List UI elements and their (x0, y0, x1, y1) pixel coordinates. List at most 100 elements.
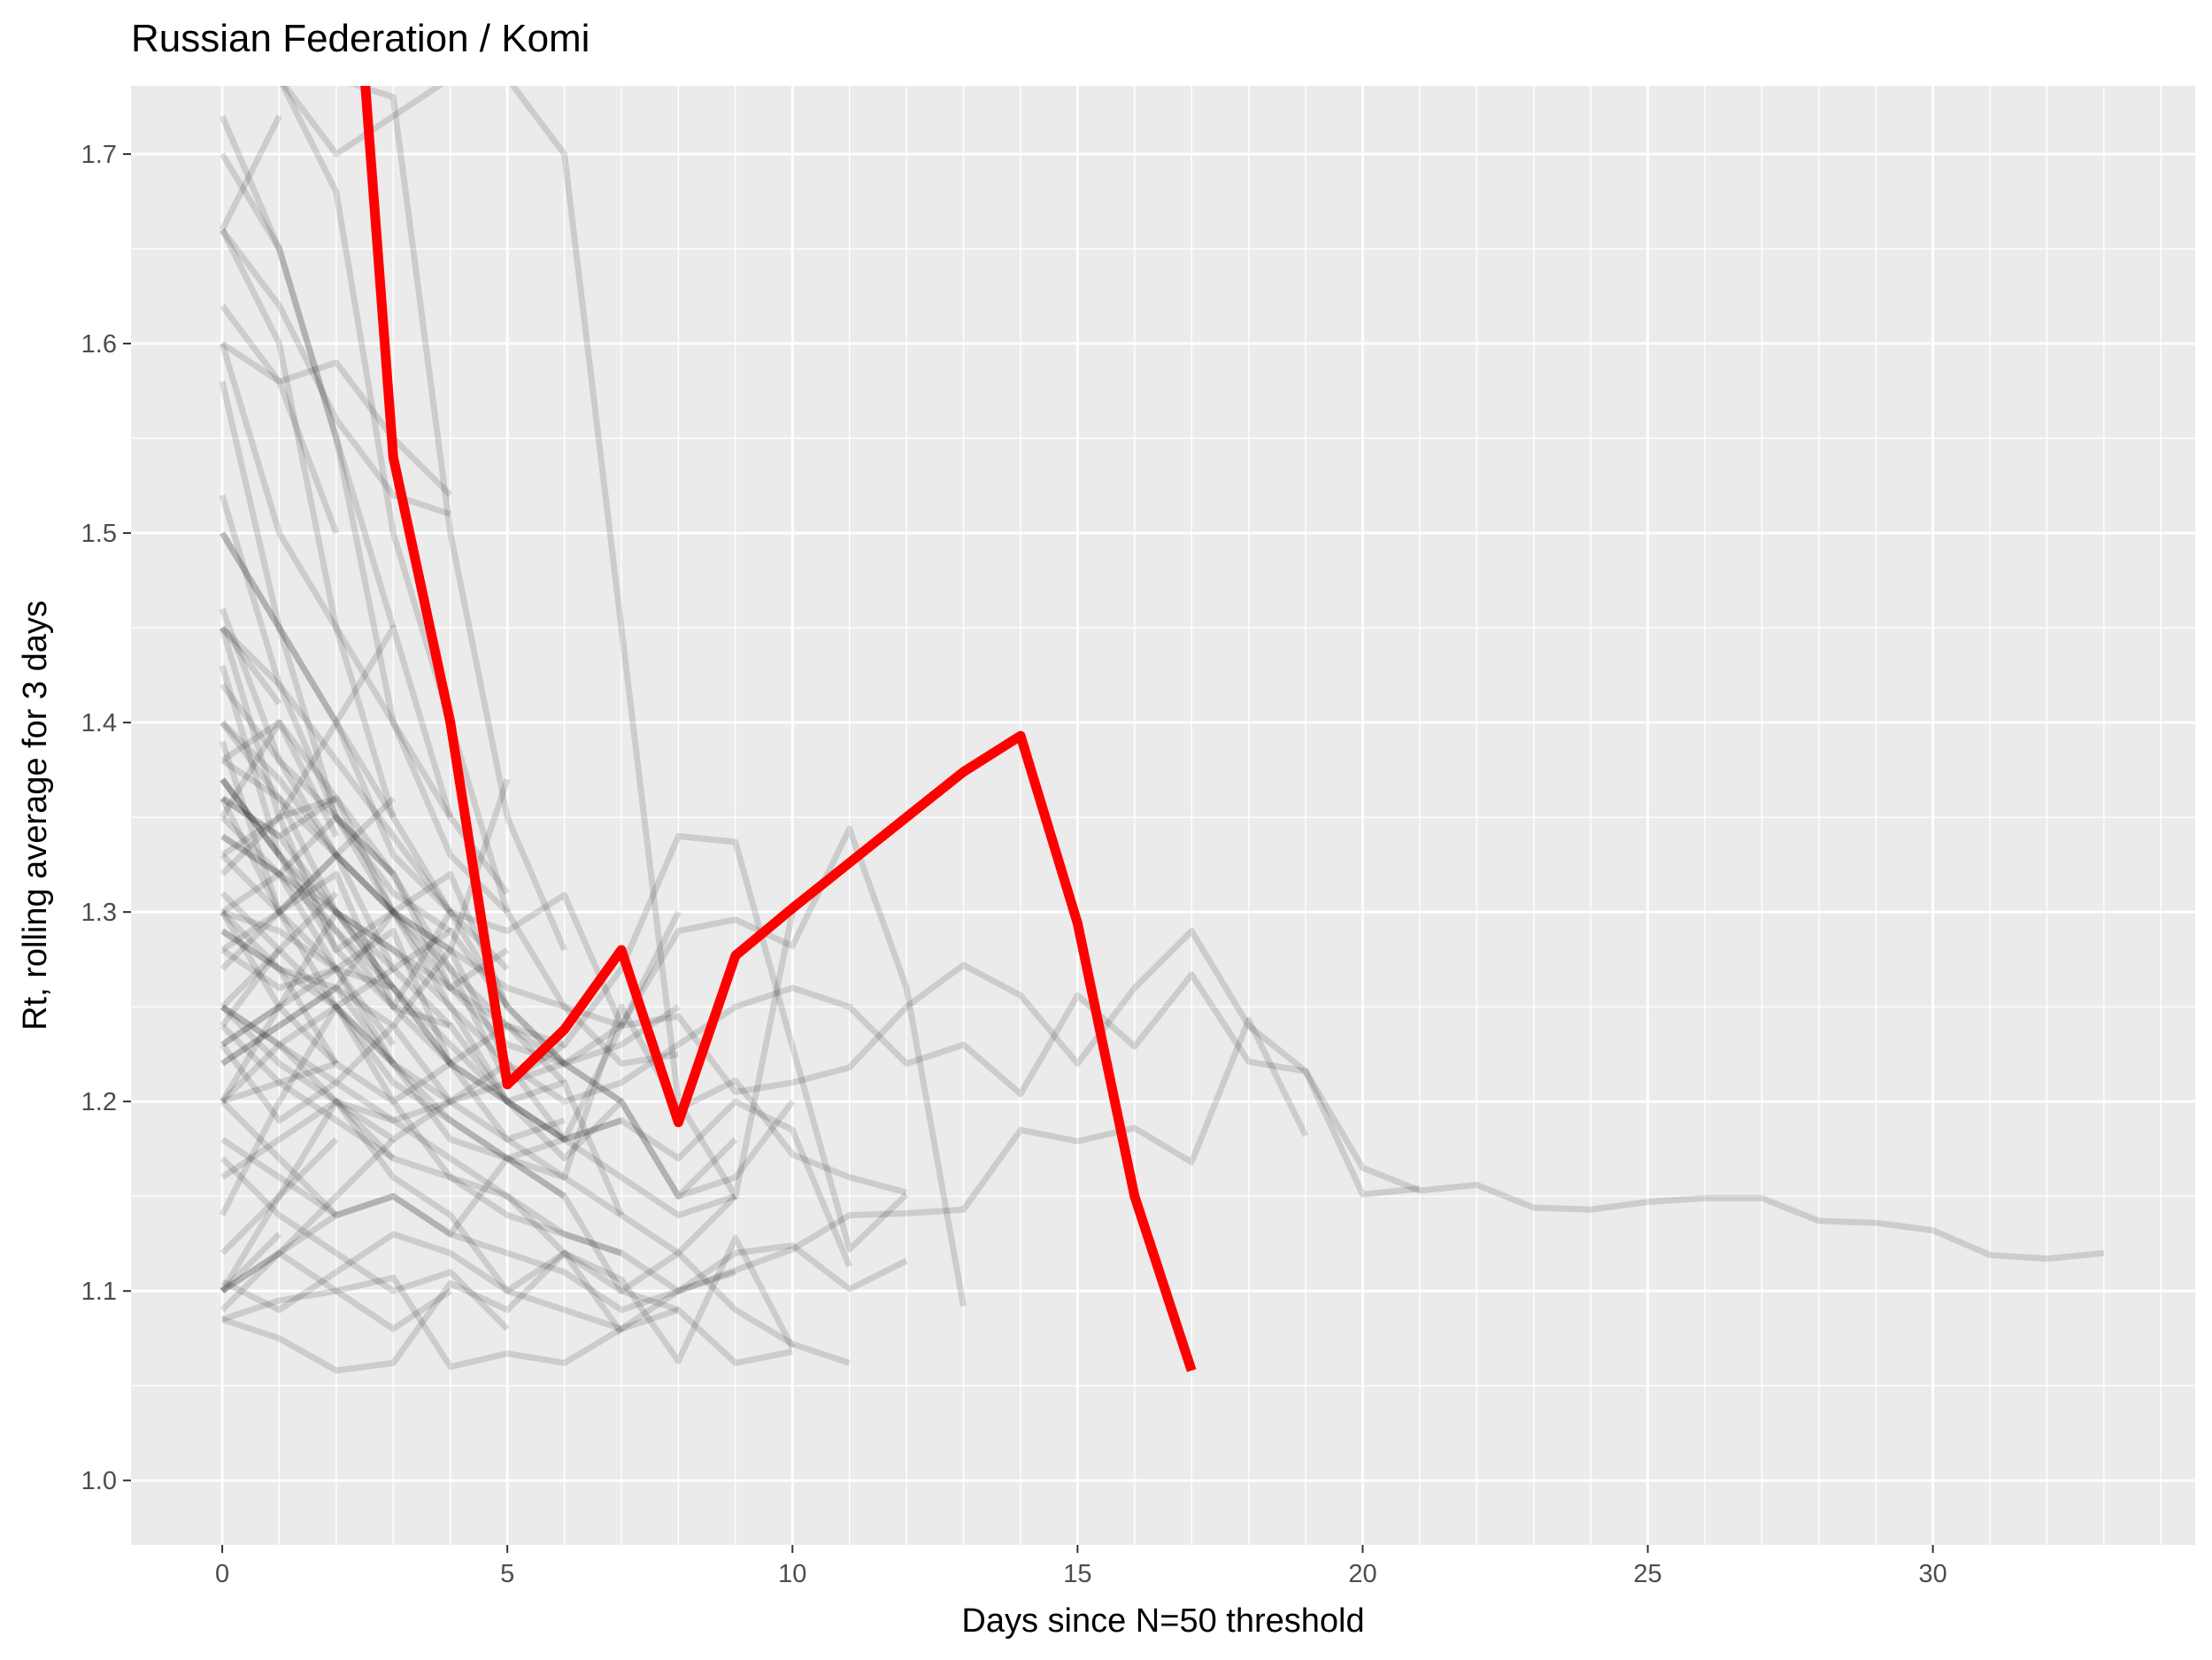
background-series-line (220, 1137, 566, 1238)
background-series-line (219, 114, 282, 232)
background-series-line (220, 720, 397, 990)
background-series-line (219, 1003, 623, 1217)
background-series-line (220, 624, 454, 858)
x-tick-label: 10 (778, 1560, 806, 1588)
background-series-line (219, 664, 623, 1105)
background-series-line (220, 1098, 737, 1332)
background-series-line (220, 908, 625, 1216)
background-series-line (220, 908, 453, 1104)
background-series-line (220, 778, 511, 1030)
background-series-line (220, 795, 453, 1066)
background-series-line (220, 625, 282, 706)
y-tick-label: 1.7 (81, 141, 117, 169)
x-tick-label: 30 (1919, 1560, 1947, 1588)
background-series-line (219, 740, 796, 1200)
background-series-line (220, 304, 453, 498)
background-series-line (220, 1231, 281, 1293)
background-series-line (220, 719, 510, 992)
x-tick-label: 0 (215, 1560, 229, 1588)
background-series-line (220, 796, 396, 971)
y-tick-label: 1.3 (81, 899, 117, 927)
background-series-line (220, 928, 566, 1143)
background-series-line (220, 1004, 681, 1143)
background-series-line (220, 683, 396, 876)
background-series-line (220, 814, 452, 934)
y-tick-label: 1.5 (81, 520, 117, 548)
background-series-line (219, 114, 679, 1067)
background-series-line (220, 795, 338, 839)
background-series-line (219, 494, 567, 1085)
background-series-line (220, 1234, 796, 1374)
y-tick-label: 1.6 (81, 330, 117, 359)
background-series-line (219, 627, 852, 1268)
background-series-line (220, 928, 851, 1366)
background-series-line (220, 777, 1421, 1198)
background-series-line (220, 1003, 907, 1196)
background-series-line (220, 1249, 452, 1332)
background-series-line (220, 910, 282, 1009)
background-series-line (220, 625, 453, 915)
background-series-line (220, 947, 282, 1028)
background-series-line (220, 1193, 908, 1314)
background-series-line (220, 1003, 339, 1066)
background-series-line (220, 757, 396, 915)
background-series-line (220, 891, 396, 1010)
background-series-line (220, 833, 909, 1253)
background-series-line (220, 341, 340, 535)
background-series-line (349, 86, 567, 952)
background-series-line (220, 1231, 624, 1335)
y-tick-label: 1.0 (81, 1467, 117, 1495)
background-series-line (220, 1274, 793, 1370)
background-series-line (220, 833, 397, 1047)
background-series-line (220, 852, 510, 1009)
background-series-line (220, 795, 682, 1143)
background-series-line (219, 797, 625, 1027)
background-series-line (220, 777, 282, 858)
y-tick-label: 1.1 (81, 1278, 117, 1306)
background-series-line (220, 777, 738, 1200)
background-series-line (219, 343, 510, 895)
background-series-line (220, 853, 339, 971)
background-series-line (220, 1137, 339, 1255)
x-axis-title: Days since N=50 threshold (961, 1602, 1364, 1640)
background-series-line (219, 607, 2105, 1262)
background-series-line (220, 1098, 680, 1313)
plot-panel (131, 86, 2195, 1545)
background-series-line (220, 1004, 451, 1124)
background-series-line (220, 1155, 510, 1332)
background-series-line (220, 1004, 396, 1161)
x-tick-label: 25 (1633, 1560, 1661, 1588)
highlight-series-group (360, 86, 1197, 1372)
background-series-line (220, 152, 397, 629)
background-series-line (219, 228, 967, 1307)
x-tick-label: 15 (1063, 1560, 1091, 1588)
y-tick-label: 1.4 (81, 709, 117, 737)
background-series-line (220, 1137, 396, 1313)
background-series-line (220, 891, 339, 1009)
background-series-line (220, 984, 397, 1067)
background-series-line (281, 86, 796, 1200)
background-series-line (220, 1023, 510, 1124)
background-series-line (220, 1060, 623, 1256)
chart-title: Russian Federation / Komi (131, 17, 590, 60)
y-tick-label: 1.2 (81, 1088, 117, 1116)
background-series-line (220, 815, 566, 1142)
background-series-line (220, 928, 339, 1066)
background-series-line (219, 381, 737, 1219)
background-series-line (220, 965, 738, 1294)
background-series-line (220, 720, 566, 1067)
y-axis-title: Rt, rolling average for 3 days (17, 600, 54, 1031)
x-tick-label: 5 (500, 1560, 514, 1588)
background-series-line (220, 228, 451, 518)
background-series-line (220, 719, 340, 838)
background-series-line (220, 1099, 339, 1218)
background-series-line (220, 531, 397, 819)
y-axis: 1.0 1.1 1.2 1.3 1.4 1.5 1.6 1.7 (81, 141, 131, 1495)
background-series-line (220, 531, 510, 971)
x-axis: 0 5 10 15 20 25 30 (215, 1545, 1947, 1588)
background-series-group (219, 86, 2105, 1374)
background-series-line (279, 86, 511, 914)
x-tick-label: 20 (1348, 1560, 1376, 1588)
highlight-series-line (360, 86, 1197, 1372)
